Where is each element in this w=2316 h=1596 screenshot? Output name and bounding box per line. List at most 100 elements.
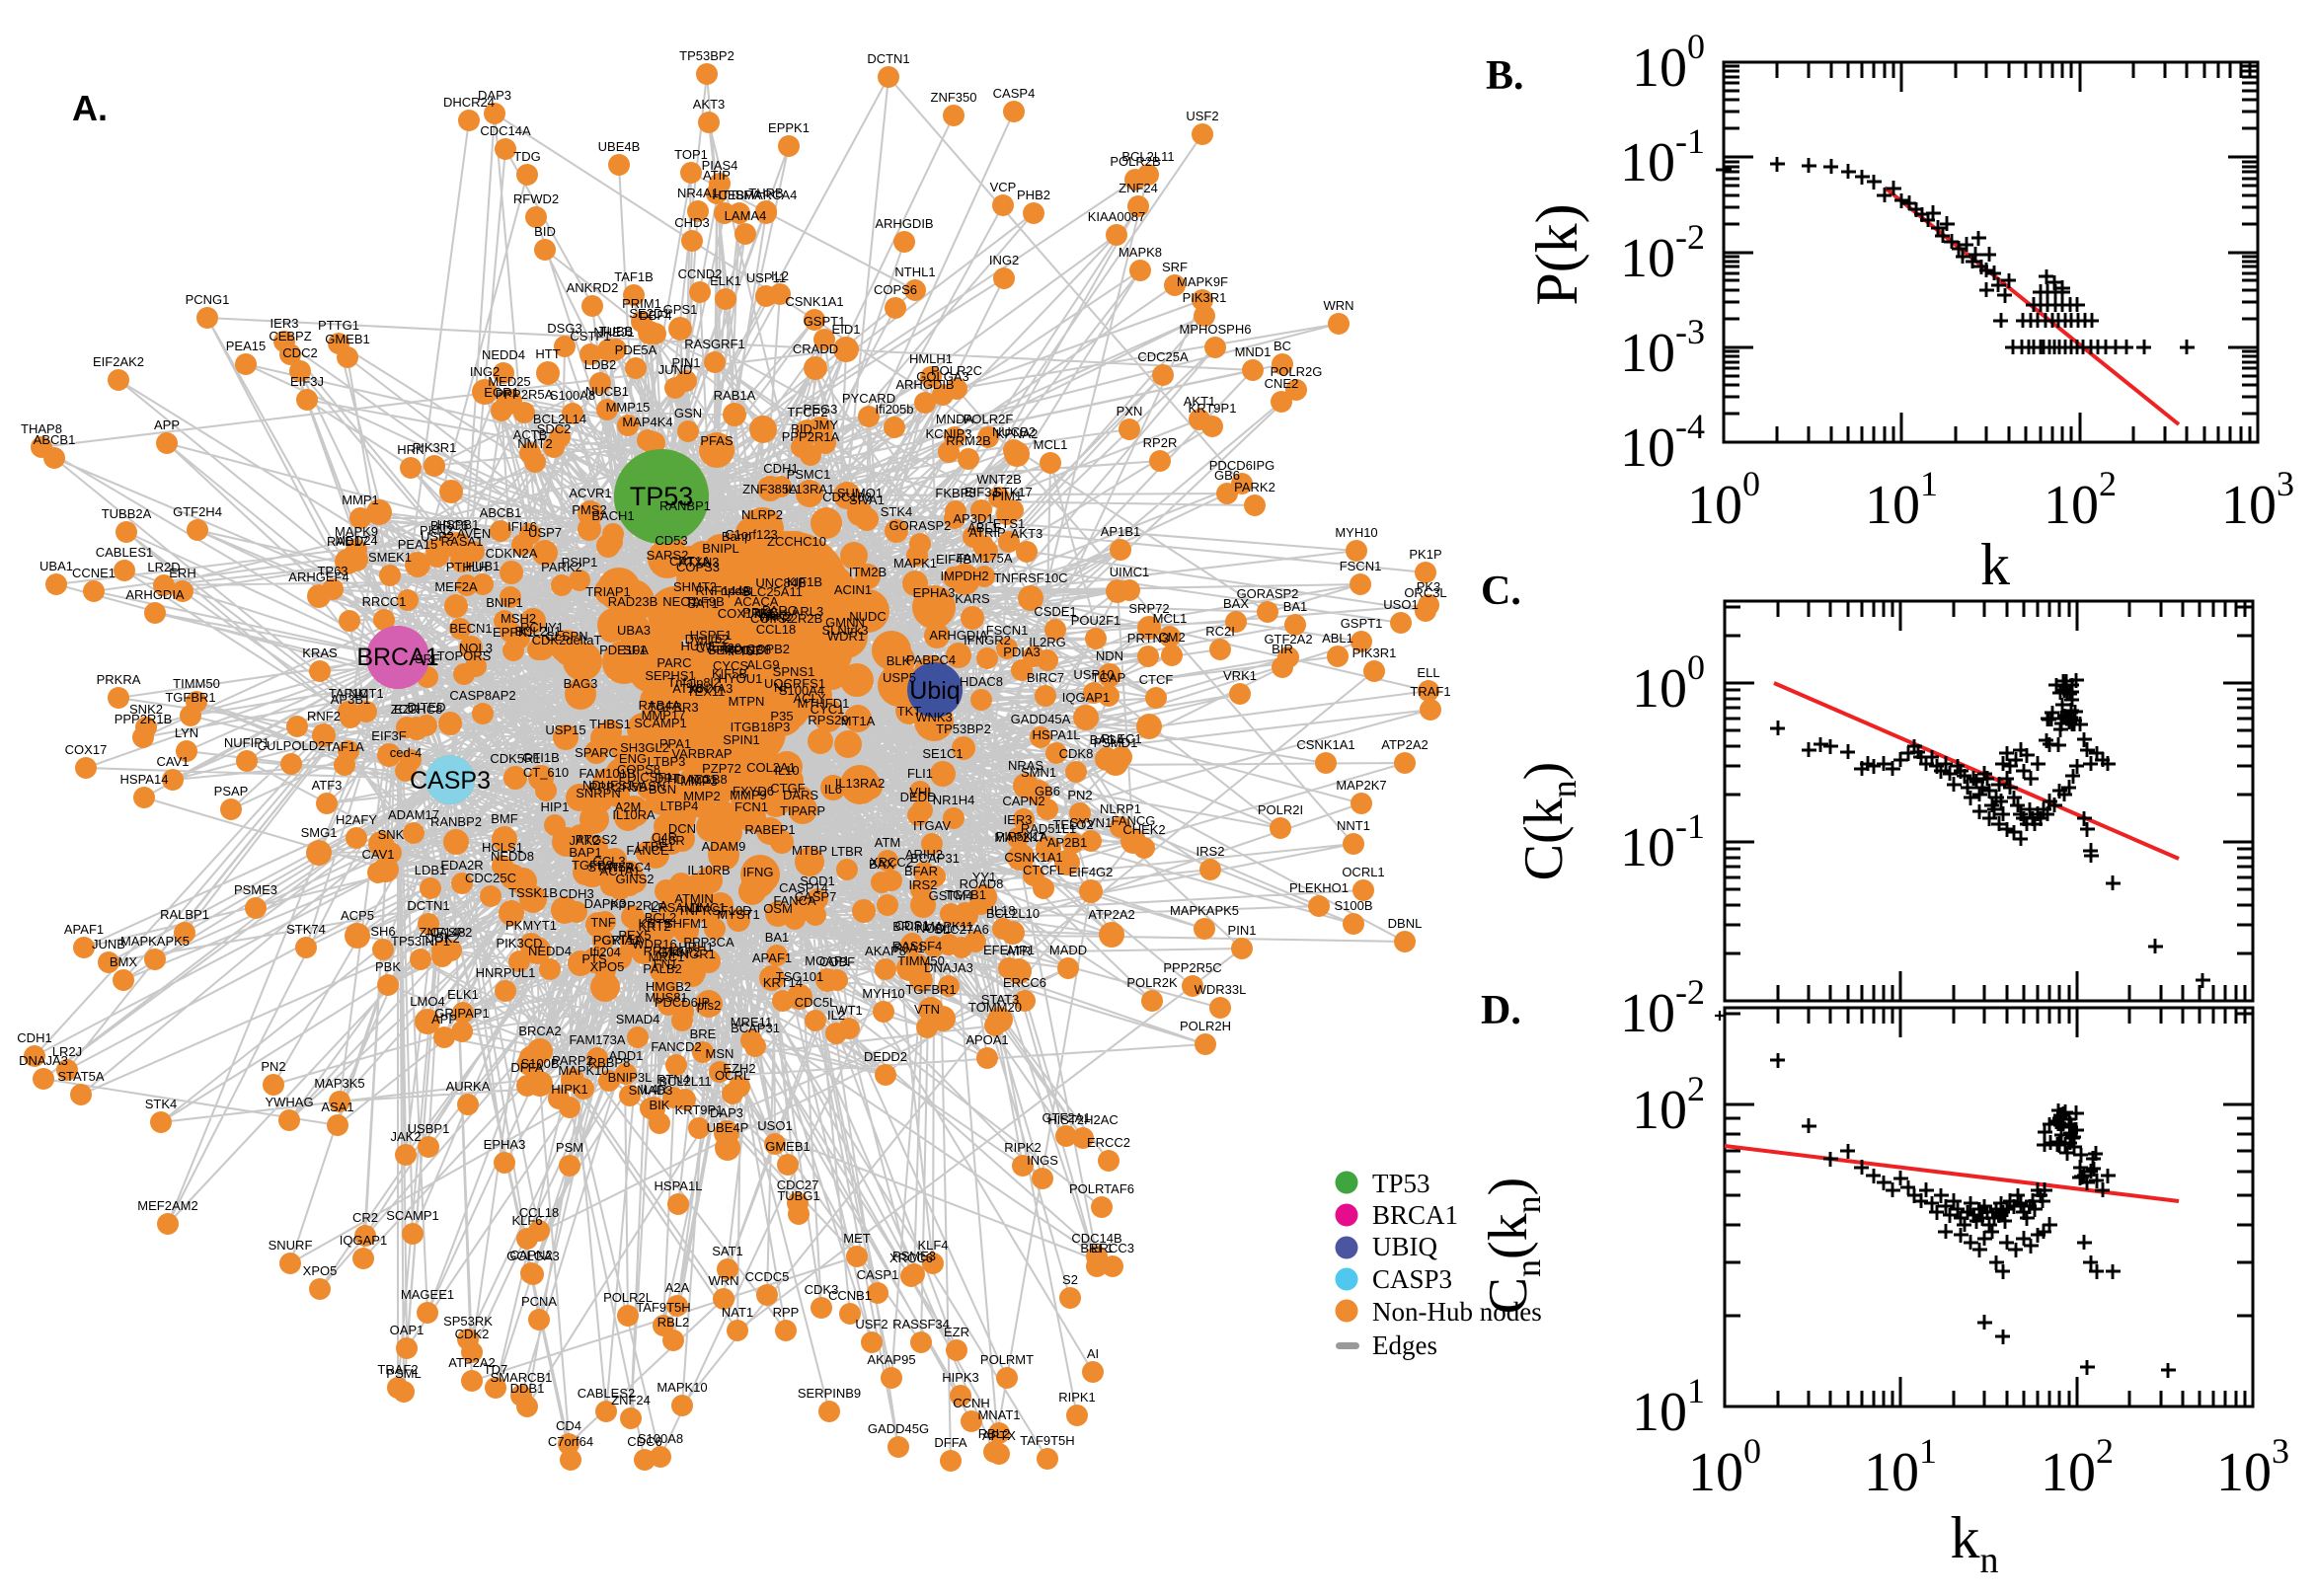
svg-text:JAK2: JAK2 (569, 833, 599, 848)
svg-text:DCTN1: DCTN1 (407, 898, 449, 913)
svg-text:LR2J: LR2J (52, 1044, 82, 1059)
svg-text:ACVR1: ACVR1 (569, 486, 611, 500)
svg-text:A2A: A2A (665, 1280, 690, 1295)
svg-text:BC: BC (1274, 339, 1291, 353)
svg-text:IRS2: IRS2 (1197, 844, 1225, 859)
svg-text:PRKRA: PRKRA (97, 672, 141, 687)
svg-text:PK3: PK3 (1417, 579, 1441, 594)
svg-text:JMY: JMY (812, 418, 838, 432)
svg-text:DDB1: DDB1 (510, 1381, 545, 1396)
svg-text:EIF4B: EIF4B (936, 552, 971, 567)
svg-text:TUBB: TUBB (599, 324, 634, 339)
svg-text:TGFBR1: TGFBR1 (905, 982, 956, 997)
svg-text:STK74: STK74 (286, 922, 326, 937)
svg-text:PIK3R1: PIK3R1 (1352, 646, 1397, 660)
svg-text:FXYD6: FXYD6 (733, 784, 774, 798)
svg-text:SPARC: SPARC (575, 745, 618, 760)
svg-text:NTHL1: NTHL1 (894, 265, 935, 279)
svg-text:MYH10: MYH10 (1335, 525, 1377, 540)
svg-text:USO1: USO1 (1383, 597, 1418, 612)
svg-text:PPP2R2A: PPP2R2A (610, 898, 668, 913)
svg-text:EPPK1: EPPK1 (493, 625, 534, 640)
svg-text:RASA1: RASA1 (441, 534, 484, 549)
svg-text:PRKCH: PRKCH (742, 605, 788, 620)
svg-text:TOMM20: TOMM20 (968, 1000, 1022, 1015)
svg-text:EZR: EZR (394, 702, 420, 717)
svg-text:DCTN1: DCTN1 (867, 51, 909, 66)
svg-text:SAT1: SAT1 (712, 1244, 743, 1258)
svg-text:NR4A1: NR4A1 (677, 186, 719, 200)
svg-text:A2M: A2M (615, 799, 642, 814)
svg-text:ITGB8: ITGB8 (690, 772, 728, 787)
svg-text:MMP3: MMP3 (680, 774, 718, 789)
svg-text:COPS2: COPS2 (750, 611, 794, 626)
svg-text:AKT3: AKT3 (1011, 526, 1043, 541)
svg-text:PDE5A: PDE5A (615, 342, 657, 357)
svg-text:C(kn): C(kn) (1513, 762, 1583, 881)
svg-text:S2: S2 (1062, 1272, 1078, 1287)
svg-text:ACTB: ACTB (513, 427, 548, 442)
svg-text:CCL3: CCL3 (592, 854, 625, 869)
svg-text:GMEB1: GMEB1 (765, 1139, 811, 1154)
svg-text:PARG: PARG (762, 603, 798, 618)
svg-text:SRF: SRF (1162, 260, 1188, 274)
svg-text:RPP: RPP (773, 1305, 800, 1320)
svg-text:SMG1: SMG1 (301, 825, 338, 840)
svg-text:RBBP8: RBBP8 (588, 1055, 631, 1070)
svg-text:CCL18: CCL18 (519, 1205, 559, 1220)
svg-text:CABLES1: CABLES1 (96, 545, 154, 560)
svg-text:TAF9T5H: TAF9T5H (1020, 1433, 1074, 1448)
svg-text:SMARCA4: SMARCA4 (735, 188, 798, 202)
svg-text:TP53: TP53 (1372, 1169, 1430, 1198)
svg-text:SMAD3: SMAD3 (629, 1083, 673, 1098)
svg-text:FANCE: FANCE (626, 843, 669, 858)
svg-text:PARK2: PARK2 (1234, 480, 1275, 494)
svg-text:LMO4: LMO4 (410, 994, 444, 1009)
svg-text:COX17: COX17 (65, 742, 108, 757)
svg-text:BRE: BRE (690, 1026, 717, 1041)
svg-text:GMEB1: GMEB1 (325, 332, 370, 346)
svg-text:FLI1: FLI1 (907, 766, 933, 781)
svg-text:BRCA1: BRCA1 (356, 644, 438, 671)
svg-text:HYOU1: HYOU1 (719, 671, 763, 686)
svg-text:MNDA: MNDA (936, 412, 974, 426)
svg-text:MAP2K7: MAP2K7 (1336, 778, 1386, 793)
svg-text:AP2B1: AP2B1 (1047, 835, 1087, 850)
svg-text:LTBP3: LTBP3 (648, 754, 686, 769)
svg-text:P(k): P(k) (1524, 203, 1589, 305)
svg-text:NNT1: NNT1 (1337, 818, 1370, 833)
svg-text:COL2A1: COL2A1 (746, 760, 796, 775)
svg-text:NHEJ1: NHEJ1 (593, 325, 634, 340)
svg-text:DNAJA3: DNAJA3 (924, 960, 973, 975)
svg-text:HIPK1: HIPK1 (551, 1082, 588, 1097)
svg-text:PKN2: PKN2 (420, 523, 453, 538)
svg-text:TCAP: TCAP (1092, 670, 1126, 685)
svg-text:USP15: USP15 (545, 722, 585, 737)
svg-text:TDG: TDG (513, 149, 540, 164)
svg-text:IL13RA2: IL13RA2 (835, 776, 886, 791)
svg-text:ATXN3: ATXN3 (679, 555, 720, 570)
svg-text:BLK: BLK (887, 653, 911, 668)
svg-text:DAP3: DAP3 (710, 1105, 743, 1120)
svg-text:k: k (1980, 532, 2010, 597)
svg-text:MAPK10: MAPK10 (558, 1063, 608, 1078)
svg-text:DARS: DARS (783, 788, 818, 802)
svg-text:KIF5B: KIF5B (712, 666, 747, 681)
svg-text:CR2: CR2 (352, 1210, 378, 1225)
svg-text:MSN: MSN (706, 1046, 734, 1061)
svg-text:CCL18: CCL18 (756, 622, 796, 637)
svg-text:HDAC8: HDAC8 (960, 674, 1003, 689)
svg-text:BMF: BMF (491, 811, 518, 826)
svg-text:VHL: VHL (909, 785, 934, 799)
svg-text:RAD17: RAD17 (327, 534, 368, 549)
svg-text:LTBP1: LTBP1 (637, 839, 675, 854)
svg-text:PPP2R5C: PPP2R5C (1163, 960, 1221, 975)
svg-text:AKAP8: AKAP8 (865, 944, 906, 958)
svg-text:TUBB2A: TUBB2A (102, 506, 152, 521)
svg-text:ELL: ELL (1417, 665, 1439, 680)
svg-text:PSAP: PSAP (214, 784, 249, 798)
svg-text:PRTN3: PRTN3 (1127, 631, 1169, 646)
svg-text:MND1: MND1 (1235, 344, 1272, 359)
svg-text:IFT57: IFT57 (728, 644, 761, 658)
svg-text:ENG: ENG (619, 751, 647, 766)
